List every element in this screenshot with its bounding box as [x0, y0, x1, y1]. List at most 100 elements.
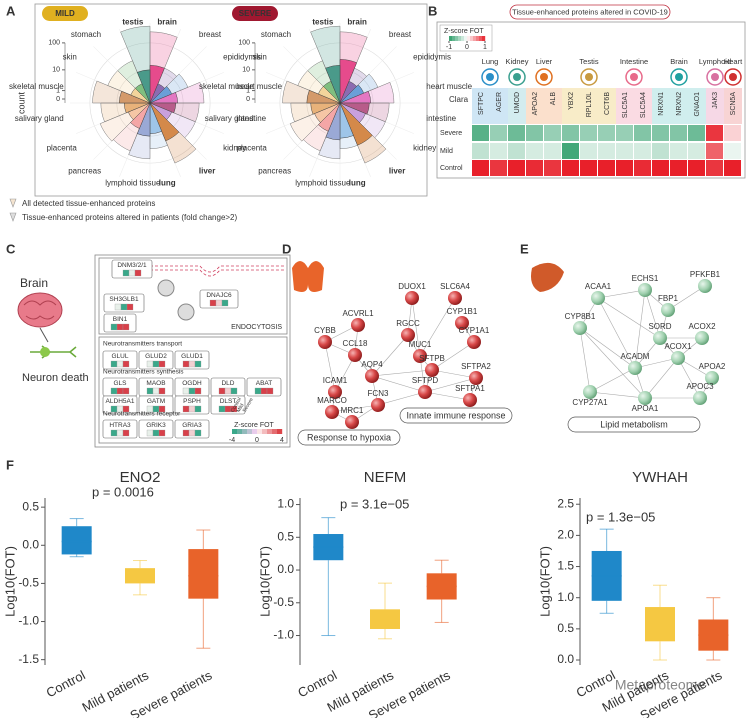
- protein-label: SLC5A1: [622, 92, 629, 118]
- legend-tick-label: 0: [465, 44, 469, 51]
- edge: [371, 334, 409, 377]
- gene-cell: [158, 405, 166, 413]
- wedge-altered: [339, 102, 373, 146]
- heat-cell: [472, 160, 489, 176]
- edge: [644, 357, 679, 399]
- chart-title: NEFM: [364, 469, 407, 486]
- legend-column: Mild: [236, 403, 246, 414]
- category-label: salivary gland: [205, 114, 254, 123]
- heat-cell: [670, 143, 687, 159]
- y-axis-label: Log10(FOT): [2, 546, 17, 617]
- node: [653, 331, 667, 345]
- edge: [334, 354, 356, 393]
- node: [705, 371, 719, 385]
- gene-cell: [122, 387, 130, 395]
- node-label: MUC1: [409, 340, 432, 349]
- legend-label: Tissue-enhanced proteins altered in pati…: [22, 213, 238, 222]
- liver-icon: [531, 262, 564, 292]
- gene-cell: [122, 405, 130, 413]
- heat-cell: [634, 160, 651, 176]
- heatmap-title: Tissue-enhanced proteins altered in COVI…: [512, 7, 668, 16]
- category-label: liver: [199, 166, 215, 175]
- node: [455, 316, 469, 330]
- gene-label: SH3GLB1: [109, 296, 139, 303]
- heat-cell: [616, 143, 633, 159]
- gene-cell: [122, 429, 130, 437]
- edge: [589, 391, 646, 399]
- protein-label: SCN5A: [730, 92, 737, 116]
- legend-gradient: [464, 36, 468, 41]
- panel-a-frame: [34, 3, 428, 197]
- category-label: placenta: [47, 144, 78, 153]
- node: [318, 335, 332, 349]
- legend-gradient: [272, 429, 278, 434]
- gene-cell: [221, 299, 229, 307]
- node-label: FCN3: [368, 389, 389, 398]
- gene-cell: [116, 323, 124, 331]
- tissue-icon-core: [585, 73, 593, 81]
- heat-cell: [634, 143, 651, 159]
- edge: [579, 327, 591, 393]
- gene-cell: [146, 360, 154, 368]
- node-label: ICAM1: [323, 376, 348, 385]
- legend-gradient: [467, 36, 471, 41]
- legend-gradient: [458, 36, 462, 41]
- section-title: Neurotransmitters receptor: [103, 411, 181, 418]
- y-tick-label: 2.5: [557, 496, 574, 510]
- category-label: skeletal muscle: [9, 82, 64, 91]
- wedge-altered: [317, 102, 341, 132]
- node: [463, 393, 477, 407]
- heat-cell: [688, 125, 705, 141]
- y-tick-label: -1.0: [273, 628, 294, 642]
- heat-cell: [562, 160, 579, 176]
- tag: [42, 6, 88, 21]
- wedge-altered: [339, 59, 358, 104]
- y-axis-label: Log10(FOT): [257, 546, 272, 617]
- heat-cell: [670, 160, 687, 176]
- y-tick-label: 0.5: [557, 621, 574, 635]
- gene-cell: [194, 405, 202, 413]
- category-label: heart muscle: [426, 82, 472, 91]
- gene-box: [199, 289, 239, 309]
- column-tint: [616, 88, 652, 124]
- heat-cell: [472, 125, 489, 141]
- edge: [579, 327, 636, 369]
- gene-cell: [188, 429, 196, 437]
- group-label: Liver: [536, 57, 553, 66]
- row-label: Control: [440, 165, 463, 172]
- node-label: CYBB: [314, 326, 336, 335]
- protein-label: YBX2: [568, 92, 575, 110]
- gene-cell: [126, 303, 134, 311]
- lung-icon: [292, 261, 324, 292]
- row-label: Mild: [440, 148, 453, 155]
- gene-cell: [230, 405, 238, 413]
- module-box: [399, 407, 513, 424]
- category-label: stomach: [261, 30, 291, 39]
- tag-label: MILD: [55, 9, 75, 18]
- protein-label: RPL10L: [586, 92, 593, 117]
- gene-label: DLD: [221, 380, 234, 387]
- node-label: SFTPA2: [461, 362, 491, 371]
- heat-cell: [706, 143, 723, 159]
- legend-gradient: [257, 429, 263, 434]
- wedge-altered: [130, 102, 151, 129]
- legend-gradient: [247, 429, 253, 434]
- chart-title: ENO2: [120, 469, 161, 486]
- node: [671, 351, 685, 365]
- tissue-icon-core: [630, 73, 638, 81]
- gene-box: [103, 293, 145, 313]
- arrow: [39, 327, 49, 343]
- edge: [667, 285, 706, 311]
- endocytosis-frame: [98, 257, 288, 335]
- node: [469, 371, 483, 385]
- tissue-icon-core: [540, 73, 548, 81]
- legend-tick-label: 4: [280, 437, 284, 444]
- y-tick-label: 0.5: [22, 499, 39, 513]
- heat-cell: [598, 160, 615, 176]
- neuron-label: Neuron death: [22, 372, 89, 384]
- gene-label: DLST: [220, 398, 237, 405]
- row-label: Severe: [440, 130, 462, 137]
- node: [638, 283, 652, 297]
- gene-cell: [122, 269, 130, 277]
- gene-cell: [110, 360, 118, 368]
